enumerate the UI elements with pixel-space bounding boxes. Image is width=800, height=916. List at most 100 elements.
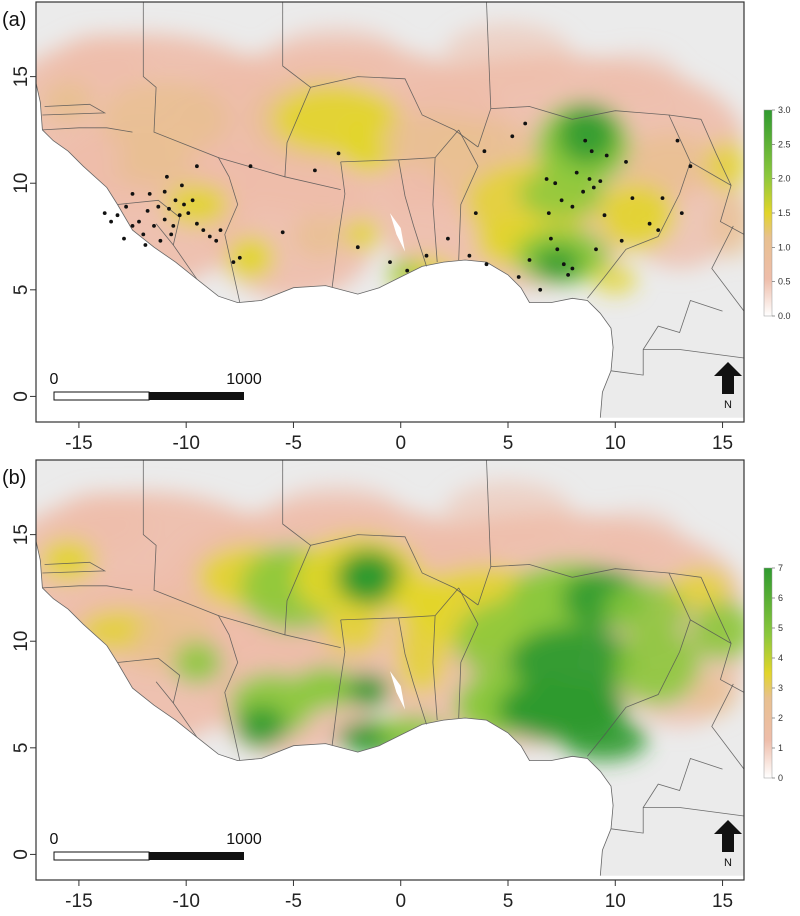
country-border	[331, 161, 346, 288]
occurrence-point	[587, 177, 592, 181]
scale-bar-white	[53, 851, 150, 861]
occurrence-point	[566, 273, 570, 277]
occurrence-point	[173, 198, 178, 203]
density-blob	[272, 27, 401, 83]
occurrence-point	[619, 238, 624, 243]
density-blob	[705, 140, 744, 192]
occurrence-point	[482, 149, 487, 154]
x-tick-label: 10	[605, 433, 626, 454]
country-border	[42, 561, 107, 574]
north-label: N	[724, 857, 732, 869]
occurrence-point	[538, 287, 543, 292]
occurrence-point	[624, 160, 628, 164]
country-border	[690, 161, 732, 186]
country-border	[284, 176, 341, 190]
y-tick-label: 5	[11, 743, 32, 754]
coastline	[35, 82, 614, 418]
occurrence-point	[186, 211, 191, 216]
lake-volta	[390, 671, 406, 710]
density-blob	[344, 219, 380, 250]
map-frame	[35, 1, 745, 423]
scale-bar-black	[149, 852, 244, 860]
density-blob	[42, 80, 94, 124]
density-blob	[40, 538, 97, 582]
occurrence-point	[207, 234, 212, 239]
occurrence-point	[484, 262, 489, 267]
density-blob	[443, 23, 573, 88]
legend-tick-label: 0	[778, 773, 783, 783]
scale-start-label: 0	[50, 831, 59, 848]
occurrence-point	[570, 204, 575, 209]
legend-tick-label: 0.0	[778, 311, 791, 321]
density-blob	[272, 485, 401, 541]
legend-colorbar	[763, 109, 773, 317]
density-blob	[323, 611, 384, 654]
x-tick-label: 5	[503, 891, 514, 912]
density-layer	[36, 481, 744, 761]
country-border	[432, 615, 438, 721]
legend-tick-label: 4	[778, 653, 783, 663]
occurrence-point	[237, 255, 242, 260]
occurrence-point	[570, 266, 575, 271]
density-blob	[115, 144, 193, 188]
density-blob	[561, 718, 648, 761]
legend-tick-label: 1.5	[778, 208, 791, 218]
occurrence-point	[675, 138, 680, 143]
occurrence-point	[510, 134, 515, 139]
occurrence-point	[162, 189, 167, 194]
occurrence-point	[143, 243, 148, 247]
occurrence-point	[167, 206, 171, 211]
scale-bar-white	[53, 391, 150, 401]
x-tick-label: 0	[395, 891, 406, 912]
map-panel-b: -15 -10 -5 0 5 10 15 15 10 5 0 (b) 0 1000 N 7 6 5 4 3 2 1 0	[0, 458, 800, 916]
occurrence-point	[446, 236, 450, 241]
legend-tick-label: 7	[778, 563, 783, 573]
occurrence-point	[152, 224, 156, 228]
density-blob	[598, 181, 676, 250]
density-blob	[293, 666, 358, 710]
map-frame	[35, 459, 745, 881]
occurrence-point	[424, 253, 429, 258]
country-border	[711, 683, 745, 770]
occurrence-point	[130, 192, 135, 196]
occurrence-point	[248, 164, 253, 169]
occurrence-point	[190, 198, 195, 203]
y-tick-label: 0	[11, 849, 32, 860]
country-border	[486, 1, 492, 109]
country-border	[155, 681, 198, 738]
occurrence-point	[201, 228, 206, 233]
country-border	[340, 587, 460, 621]
density-blob	[443, 481, 573, 546]
country-border	[282, 2, 479, 148]
country-border	[142, 460, 241, 761]
x-tick-label: 0	[395, 433, 406, 454]
occurrence-point	[594, 247, 598, 252]
occurrence-point	[195, 221, 199, 226]
scale-start-label: 0	[50, 371, 59, 388]
occurrence-point	[124, 204, 128, 209]
occurrence-point	[141, 232, 146, 237]
x-tick-label: -5	[285, 433, 302, 454]
occurrence-point	[553, 181, 558, 186]
occurrence-point	[195, 164, 199, 169]
density-blob	[604, 581, 691, 637]
density-blob	[593, 509, 680, 561]
density-blob	[593, 51, 680, 103]
scale-end-label: 1000	[226, 831, 262, 848]
y-tick-label: 0	[11, 391, 32, 402]
occurrence-point	[602, 213, 607, 218]
x-tick-label: -5	[285, 891, 302, 912]
country-border	[331, 619, 346, 746]
occurrence-point	[180, 183, 184, 188]
occurrence-point	[313, 168, 317, 173]
occurrence-point	[336, 151, 341, 156]
country-border	[711, 225, 745, 312]
country-border	[42, 103, 107, 116]
occurrence-point	[589, 149, 594, 154]
legend-colorbar	[763, 567, 773, 779]
occurrence-point	[102, 211, 107, 216]
legend-tick-label: 3.0	[778, 105, 791, 115]
occurrence-point	[156, 204, 161, 209]
density-blob	[128, 630, 180, 674]
occurrence-point	[355, 245, 360, 250]
